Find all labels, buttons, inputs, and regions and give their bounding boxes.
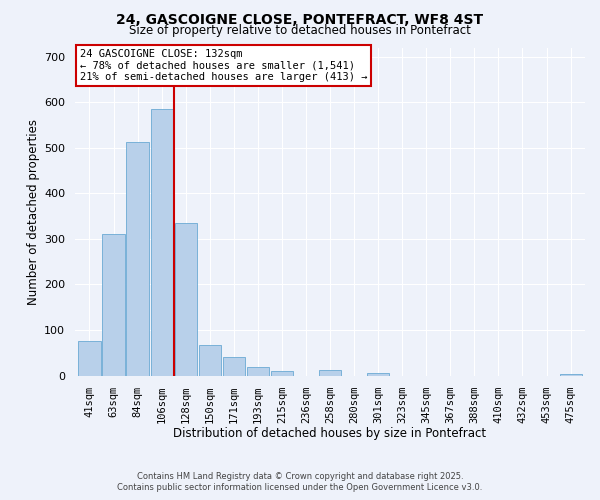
Bar [247, 368, 269, 376]
Bar [79, 342, 101, 376]
Text: Size of property relative to detached houses in Pontefract: Size of property relative to detached ho… [129, 24, 471, 37]
Bar [151, 109, 173, 376]
Bar [127, 142, 149, 376]
Text: 24 GASCOIGNE CLOSE: 132sqm
← 78% of detached houses are smaller (1,541)
21% of s: 24 GASCOIGNE CLOSE: 132sqm ← 78% of deta… [80, 49, 368, 82]
Y-axis label: Number of detached properties: Number of detached properties [27, 118, 40, 304]
Text: Contains HM Land Registry data © Crown copyright and database right 2025.
Contai: Contains HM Land Registry data © Crown c… [118, 472, 482, 492]
Bar [223, 358, 245, 376]
Bar [271, 371, 293, 376]
Text: 24, GASCOIGNE CLOSE, PONTEFRACT, WF8 4ST: 24, GASCOIGNE CLOSE, PONTEFRACT, WF8 4ST [116, 12, 484, 26]
Bar [103, 234, 125, 376]
Bar [560, 374, 581, 376]
Bar [367, 374, 389, 376]
X-axis label: Distribution of detached houses by size in Pontefract: Distribution of detached houses by size … [173, 427, 487, 440]
Bar [319, 370, 341, 376]
Bar [175, 223, 197, 376]
Bar [199, 344, 221, 376]
